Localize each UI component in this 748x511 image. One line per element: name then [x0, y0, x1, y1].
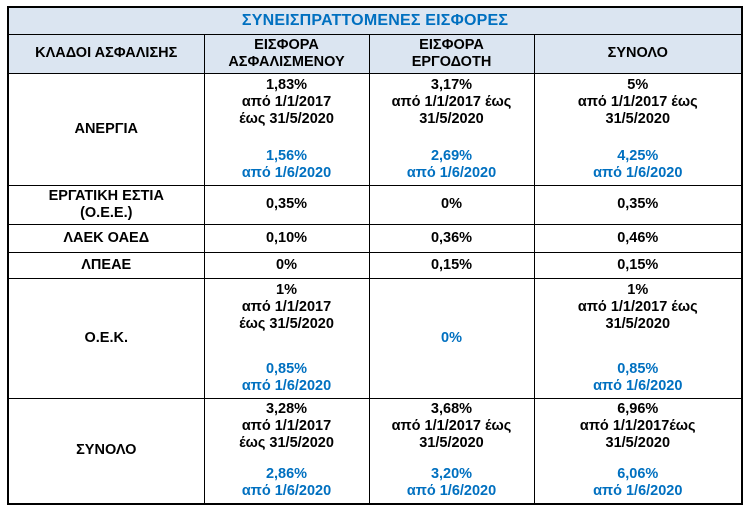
ergatiki-insured-cell: 0,35%	[203, 184, 370, 225]
laek-total-cell: 0,46%	[533, 223, 743, 253]
table-row-oek: Ο.Ε.Κ. 1% από 1/1/2017 έως 31/5/2020 0,8…	[7, 277, 743, 399]
table-row-ergatiki-estia: ΕΡΓΑΤΙΚΗ ΕΣΤΙΑ (Ο.Ε.Ε.) 0,35% 0% 0,35%	[7, 184, 743, 225]
rate-new-period: 0,85% από 1/6/2020	[241, 360, 332, 394]
rate-new-period: 4,25% από 1/6/2020	[593, 147, 683, 181]
rate-current-period: 5% από 1/1/2017 έως 31/5/2020	[577, 76, 698, 127]
lpeae-insured-cell: 0%	[203, 251, 370, 279]
laek-insured-cell: 0,10%	[203, 223, 370, 253]
rate-new-period: 0,85% από 1/6/2020	[593, 360, 683, 394]
rate-current-period: 1% από 1/1/2017 έως 31/5/2020	[577, 281, 698, 332]
oek-total-cell: 1% από 1/1/2017 έως 31/5/2020 0,85% από …	[533, 277, 743, 399]
table-row-anergia: ΑΝΕΡΓΙΑ 1,83% από 1/1/2017 έως 31/5/2020…	[7, 72, 743, 186]
laek-employer-cell: 0,36%	[368, 223, 535, 253]
anergia-employer-cell: 3,17% από 1/1/2017 έως 31/5/2020 2,69% α…	[368, 72, 535, 186]
row-label-lpeae: ΛΠΕΑΕ	[7, 251, 205, 279]
synolo-total-cell: 6,96% από 1/1/2017έως 31/5/2020 6,06% απ…	[533, 397, 743, 505]
oek-employer-cell: 0%	[368, 277, 535, 399]
rate-new-period: 2,69% από 1/6/2020	[406, 147, 497, 181]
row-label-oek: Ο.Ε.Κ.	[7, 277, 205, 399]
col-header-insurance-branches: ΚΛΑΔΟΙ ΑΣΦΑΛΙΣΗΣ	[7, 33, 205, 74]
col-header-insured-contribution: ΕΙΣΦΟΡΑ ΑΣΦΑΛΙΣΜΕΝΟΥ	[203, 33, 370, 74]
col-header-employer-contribution: ΕΙΣΦΟΡΑ ΕΡΓΟΔΟΤΗ	[368, 33, 535, 74]
table-header-row: ΚΛΑΔΟΙ ΑΣΦΑΛΙΣΗΣ ΕΙΣΦΟΡΑ ΑΣΦΑΛΙΣΜΕΝΟΥ ΕΙ…	[7, 33, 743, 74]
anergia-total-cell: 5% από 1/1/2017 έως 31/5/2020 4,25% από …	[533, 72, 743, 186]
rate-new-period: 1,56% από 1/6/2020	[241, 147, 332, 181]
oek-insured-cell: 1% από 1/1/2017 έως 31/5/2020 0,85% από …	[203, 277, 370, 399]
table-row-synolo: ΣΥΝΟΛΟ 3,28% από 1/1/2017 έως 31/5/2020 …	[7, 397, 743, 505]
ergatiki-employer-cell: 0%	[368, 184, 535, 225]
synolo-employer-cell: 3,68% από 1/1/2017 έως 31/5/2020 3,20% α…	[368, 397, 535, 505]
row-label-ergatiki-estia: ΕΡΓΑΤΙΚΗ ΕΣΤΙΑ (Ο.Ε.Ε.)	[7, 184, 205, 225]
rate-new-period: 2,86% από 1/6/2020	[241, 466, 332, 500]
rate-current-period: 6,96% από 1/1/2017έως 31/5/2020	[579, 401, 696, 452]
table-row-laek-oaed: ΛΑΕΚ ΟΑΕΔ 0,10% 0,36% 0,46%	[7, 223, 743, 253]
rate-current-period: 3,68% από 1/1/2017 έως 31/5/2020	[391, 401, 512, 452]
table-title: ΣΥΝΕΙΣΠΡΑΤΤΟΜΕΝΕΣ ΕΙΣΦΟΡΕΣ	[7, 6, 743, 35]
rate-new-period: 3,20% από 1/6/2020	[406, 466, 497, 500]
col-header-total: ΣΥΝΟΛΟ	[533, 33, 743, 74]
rate-new-period: 6,06% από 1/6/2020	[593, 466, 683, 500]
row-label-synolo: ΣΥΝΟΛΟ	[7, 397, 205, 505]
table-title-row: ΣΥΝΕΙΣΠΡΑΤΤΟΜΕΝΕΣ ΕΙΣΦΟΡΕΣ	[7, 6, 743, 35]
rate-current-period: 1% από 1/1/2017 έως 31/5/2020	[239, 281, 334, 332]
row-label-laek-oaed: ΛΑΕΚ ΟΑΕΔ	[7, 223, 205, 253]
rate-current-period: 1,83% από 1/1/2017 έως 31/5/2020	[239, 76, 334, 127]
row-label-anergia: ΑΝΕΡΓΙΑ	[7, 72, 205, 186]
lpeae-employer-cell: 0,15%	[368, 251, 535, 279]
rate-current-period: 3,17% από 1/1/2017 έως 31/5/2020	[391, 76, 512, 127]
table-row-lpeae: ΛΠΕΑΕ 0% 0,15% 0,15%	[7, 251, 743, 279]
lpeae-total-cell: 0,15%	[533, 251, 743, 279]
ergatiki-total-cell: 0,35%	[533, 184, 743, 225]
synolo-insured-cell: 3,28% από 1/1/2017 έως 31/5/2020 2,86% α…	[203, 397, 370, 505]
contributions-table: ΣΥΝΕΙΣΠΡΑΤΤΟΜΕΝΕΣ ΕΙΣΦΟΡΕΣ ΚΛΑΔΟΙ ΑΣΦΑΛΙ…	[7, 6, 744, 505]
anergia-insured-cell: 1,83% από 1/1/2017 έως 31/5/2020 1,56% α…	[203, 72, 370, 186]
rate-current-period: 3,28% από 1/1/2017 έως 31/5/2020	[239, 401, 334, 452]
